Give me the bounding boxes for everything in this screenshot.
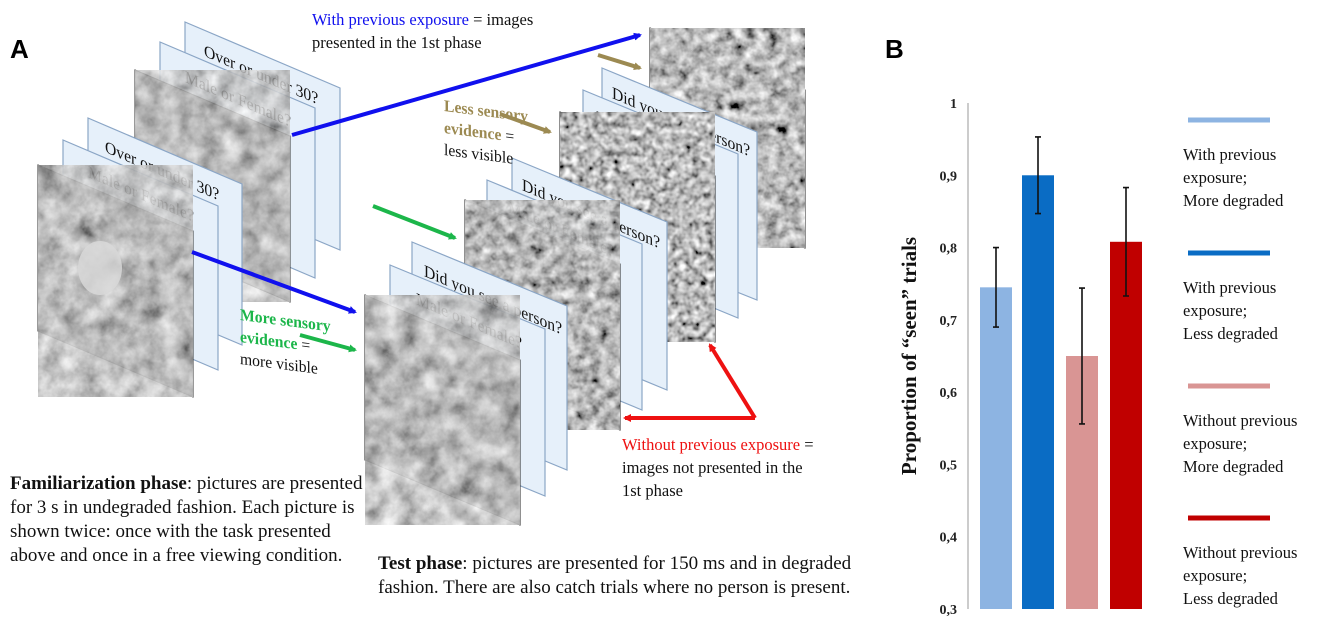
arrow-green-top (372, 204, 457, 240)
annotation-more-line2: evidence (240, 329, 297, 354)
y-tick-label: 1 (950, 97, 957, 112)
annotation-less-eq: = (501, 127, 514, 146)
annotation-with-exposure-line2: presented in the 1st phase (312, 33, 482, 52)
y-tick-label: 0,7 (940, 314, 958, 329)
bar (980, 287, 1012, 609)
arrow-blue-top (291, 32, 642, 137)
annotation-without-line2: images not presented in the (622, 458, 803, 477)
familiarization-phase-caption: Familiarization phase: pictures are pres… (10, 472, 368, 568)
legend-label: With previous (1183, 145, 1276, 164)
legend-label: exposure; (1183, 434, 1247, 453)
bar (1110, 241, 1142, 609)
legend-label: More degraded (1183, 457, 1284, 476)
y-tick-label: 0,6 (940, 386, 958, 401)
annotation-without-exposure: Without previous exposure = (622, 435, 814, 454)
arrow-olive-top (597, 53, 642, 71)
annotation-less-line2: evidence (444, 120, 501, 145)
panel-a-letter: A (10, 34, 29, 64)
familiarization-phase-text: : pictures are presented for 3 s in unde… (10, 473, 363, 566)
y-tick-label: 0,3 (940, 603, 958, 618)
annotation-with-exposure-rest: = images (469, 10, 533, 29)
noise-image-texture (365, 295, 520, 525)
legend-label: exposure; (1183, 566, 1247, 585)
legend-label: Without previous (1183, 543, 1297, 562)
test-stack-front: Did you see a person? Male or Female? (364, 241, 568, 526)
legend-label: Less degraded (1183, 324, 1279, 343)
annotation-without-line3: 1st phase (622, 481, 683, 500)
y-tick-label: 0,8 (940, 242, 958, 257)
annotation-less-line2-wrap: evidence = (444, 120, 514, 146)
error-bar (993, 246, 999, 328)
annotation-more-line2-wrap: evidence = (240, 329, 310, 355)
bar-chart: Proportion of “seen” trials 0,3 0,4 0,5 0,6… (897, 97, 1142, 618)
annotation-more-eq: = (297, 336, 310, 355)
y-axis-label: Proportion of “seen” trials (897, 237, 921, 475)
familiarization-phase-title: Familiarization phase (10, 473, 187, 494)
y-tick-label: 0,5 (940, 458, 958, 473)
photo-woman-face (78, 241, 122, 295)
arrow-olive-mid (499, 112, 552, 134)
test-phase-title: Test phase (378, 553, 463, 574)
annotation-less-line3: less visible (444, 142, 513, 168)
y-tick-label: 0,9 (940, 169, 958, 184)
annotation-more-line3: more visible (240, 351, 318, 378)
arrow-red-up (708, 343, 757, 420)
arrow-green-bottom (299, 333, 357, 353)
annotation-without-colored: Without previous exposure (622, 435, 800, 454)
annotation-with-exposure-colored: With previous exposure (312, 10, 469, 29)
error-bar (1079, 287, 1085, 425)
annotation-more-evidence: More sensory evidence = more visible (240, 307, 331, 378)
annotation-with-exposure: With previous exposure = images (312, 10, 533, 29)
arrow-blue-bottom (191, 250, 357, 314)
legend: With previous exposure; More degraded With … (1183, 117, 1297, 608)
familiarization-stack-front: Over or under 30? Male or Female? (37, 117, 243, 398)
legend-label: More degraded (1183, 191, 1284, 210)
y-tick-label: 0,4 (940, 531, 958, 546)
legend-label: With previous (1183, 278, 1276, 297)
test-phase-caption: Test phase: pictures are presented for 1… (378, 552, 860, 600)
legend-label: Less degraded (1183, 589, 1279, 608)
legend-label: Without previous (1183, 411, 1297, 430)
bar (1022, 175, 1054, 610)
annotation-without-eq: = (800, 435, 813, 454)
legend-label: exposure; (1183, 301, 1247, 320)
test-phase-text: : pictures are presented for 150 ms and … (378, 553, 852, 598)
error-bar (1123, 186, 1129, 297)
panel-b-letter: B (885, 34, 904, 64)
legend-label: exposure; (1183, 168, 1247, 187)
error-bar (1035, 136, 1041, 215)
